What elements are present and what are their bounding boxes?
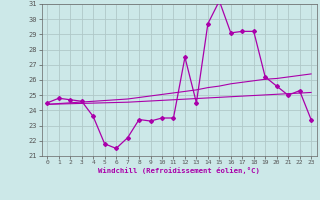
X-axis label: Windchill (Refroidissement éolien,°C): Windchill (Refroidissement éolien,°C) <box>98 167 260 174</box>
